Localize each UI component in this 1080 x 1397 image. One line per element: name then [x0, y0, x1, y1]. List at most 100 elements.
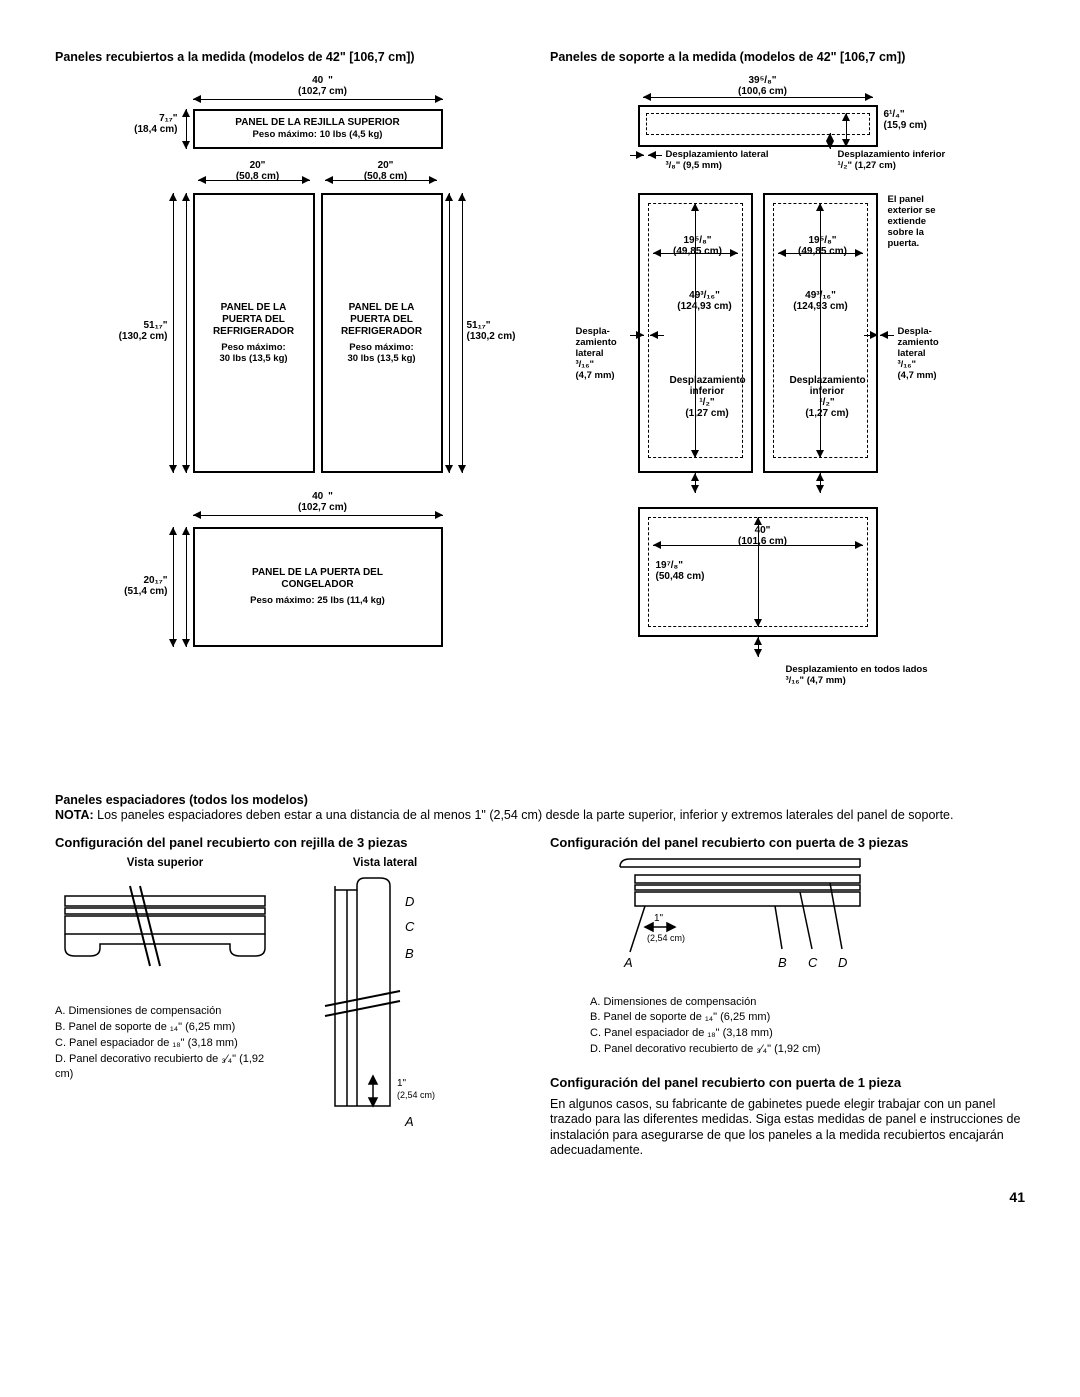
- dim-in: 51₁₇": [144, 320, 168, 331]
- door-height-arrow-right-inner: [449, 193, 450, 473]
- legend-c-txt: C. Panel espaciador de ₁₈" (3,18 mm): [55, 1037, 238, 1049]
- dim-cm: (100,6 cm): [738, 86, 787, 97]
- door-label-2: PUERTA DEL: [350, 314, 413, 326]
- top-height-arrow: [186, 109, 187, 149]
- rdoor1-ih-arrow: [695, 203, 696, 458]
- rtop-inferior-arrow: [830, 133, 831, 149]
- letter-a: A: [623, 955, 633, 970]
- rdoor2-iw-label: 19⁵/₈" (49,85 cm): [783, 235, 863, 257]
- dim-in: 20₁₇": [144, 575, 168, 586]
- rdoor2-ih-label: 49³/₁₆" (124,93 cm): [786, 290, 856, 312]
- nota-text: Los paneles espaciadores deben estar a u…: [97, 808, 953, 822]
- rtop-lateral-arrow-1: [630, 155, 644, 156]
- dim-cm: (102,7 cm): [298, 86, 347, 97]
- rlateral-r-a2: [880, 335, 894, 336]
- dim-in: 7₁₇": [159, 113, 177, 124]
- dim-in: 40 ": [312, 491, 333, 502]
- rdoor1-ih-label: 49³/₁₆" (124,93 cm): [670, 290, 740, 312]
- legend-d-txt: D. Panel decorativo recubierto de ₃⁄₄" (…: [55, 1053, 264, 1080]
- dim-cm: (51,4 cm): [124, 586, 167, 597]
- rdoor2-bottom-arrow: [820, 473, 821, 493]
- cm: (1,27 cm): [855, 160, 896, 171]
- dim-1in: 1": [397, 1078, 407, 1089]
- door1-width-label: 20" (50,8 cm): [218, 160, 298, 182]
- door-legend: A. Dimensiones de compensación B. Panel …: [590, 995, 1025, 1057]
- frac: ¹/₂": [838, 160, 853, 171]
- dim-cm: (102,7 cm): [298, 502, 347, 513]
- door-weight-value: 30 lbs (13,5 kg): [347, 353, 415, 364]
- dim-cm: (50,8 cm): [236, 171, 279, 182]
- dim-cm: (18,4 cm): [134, 124, 177, 135]
- dim-frac: 6¹/₄": [884, 109, 905, 120]
- lbl: Despla- zamiento lateral: [898, 326, 939, 359]
- frac: 49³/₁₆": [805, 290, 836, 301]
- letter-c: C: [405, 919, 415, 934]
- vista-lateral-svg: D C B A 1" (2,54 cm): [305, 876, 465, 1136]
- legend-b: B. Panel de soporte de ₁₄" (6,25 mm): [55, 1020, 275, 1035]
- frac: 19⁵/₈": [683, 235, 711, 246]
- vista-superior-label: Vista superior: [55, 857, 275, 871]
- freezer-width-label: 40 " (102,7 cm): [263, 491, 383, 513]
- left-diagram-title: Paneles recubiertos a la medida (modelos…: [55, 50, 530, 65]
- legend-b: B. Panel de soporte de ₁₄" (6,25 mm): [590, 1010, 1025, 1025]
- grille-legend: A. Dimensiones de compensación B. Panel …: [55, 1004, 275, 1081]
- left-diagram-column: Paneles recubiertos a la medida (modelos…: [55, 50, 530, 775]
- door-label-2: PUERTA DEL: [222, 314, 285, 326]
- cm: (9,5 mm): [683, 160, 722, 171]
- lbl: Desplazamiento inferior: [670, 375, 746, 397]
- refrigerator-door-panel-2: PANEL DE LA PUERTA DEL REFRIGERADOR Peso…: [321, 193, 443, 473]
- door-label-1: PANEL DE LA: [221, 302, 287, 314]
- door-height-label-left: 51₁₇" (130,2 cm): [113, 320, 168, 342]
- rdoor1-iw-label: 19⁵/₈" (49,85 cm): [658, 235, 738, 257]
- spacer-heading: Paneles espaciadores (todos los modelos): [55, 793, 1025, 808]
- despl-lateral-right: Despla- zamiento lateral ³/₁₆" (4,7 mm): [898, 327, 958, 382]
- right-diagram-title: Paneles de soporte a la medida (modelos …: [550, 50, 1025, 65]
- legend-d: D. Panel decorativo recubierto de ₃⁄₄" (…: [55, 1052, 275, 1082]
- dim-1in: 1": [654, 913, 664, 924]
- despl-inferior-top: Desplazamiento inferior ¹/₂" (1,27 cm): [838, 150, 946, 172]
- cm: (4,7 mm): [576, 370, 615, 381]
- dim-cm: (15,9 cm): [884, 120, 927, 131]
- freezer-label-1: PANEL DE LA PUERTA DEL: [252, 567, 383, 579]
- letter-d: D: [405, 894, 414, 909]
- rtop-lateral-arrow-2: [648, 155, 662, 156]
- letter-b: B: [405, 946, 414, 961]
- dim-1in-cm: (2,54 cm): [647, 933, 685, 943]
- rtop-width-arrow: [643, 97, 873, 98]
- rlateral-l-a2: [650, 335, 664, 336]
- rdoor2-ih-arrow: [820, 203, 821, 458]
- config-3-door-svg: A B C D 1" (2,54 cm): [550, 857, 910, 987]
- top-width-label: 40 " (102,7 cm): [263, 75, 383, 97]
- config-3-grille-col: Configuración del panel recubierto con r…: [55, 835, 530, 1159]
- lbl: Desplazamiento inferior: [790, 375, 866, 397]
- legend-a: A. Dimensiones de compensación: [590, 995, 1025, 1010]
- config-1-door-text: En algunos casos, su fabricante de gabin…: [550, 1097, 1025, 1160]
- cm: (49,85 cm): [673, 246, 722, 257]
- door-weight-label: Peso máximo:: [349, 342, 413, 353]
- door-height-arrow-right-outer: [462, 193, 463, 473]
- vista-superior-svg: [55, 876, 275, 996]
- rdoor1-bottom-arrow: [695, 473, 696, 493]
- rfreezer-inner-label: 19⁷/₈" (50,48 cm): [656, 560, 736, 582]
- door-weight-label: Peso máximo:: [221, 342, 285, 353]
- vista-lateral-label: Vista lateral: [305, 857, 465, 871]
- door-label-3: REFRIGERADOR: [341, 326, 422, 338]
- legend-b-txt: B. Panel de soporte de ₁₄" (6,25 mm): [55, 1021, 235, 1033]
- top-diagrams-row: Paneles recubiertos a la medida (modelos…: [55, 50, 1025, 775]
- dim-cm: (130,2 cm): [467, 331, 516, 342]
- lbl: Desplazamiento lateral: [666, 149, 769, 160]
- dim-cm: (50,8 cm): [364, 171, 407, 182]
- lbl: Despla- zamiento lateral: [576, 326, 617, 359]
- letter-d: D: [838, 955, 847, 970]
- despl-all-sides: Desplazamiento en todos lados ³/₁₆" (4,7…: [786, 665, 936, 687]
- right-diagram-column: Paneles de soporte a la medida (modelos …: [550, 50, 1025, 775]
- legend-a: A. Dimensiones de compensación: [55, 1004, 275, 1019]
- door-height-label-right: 51₁₇" (130,2 cm): [467, 320, 522, 342]
- frac: 19⁵/₈": [808, 235, 836, 246]
- frac: ¹/₂": [699, 397, 714, 408]
- right-diagram: 39⁵/₈" (100,6 cm) 6¹/₄" (15,9 cm) Despla…: [558, 75, 1018, 775]
- letter-a: A: [404, 1114, 414, 1129]
- spacer-nota: NOTA: Los paneles espaciadores deben est…: [55, 808, 1025, 823]
- views-row: Vista superior A. Dimensiones de compens…: [55, 857, 530, 1137]
- frac: 19⁷/₈": [656, 560, 683, 571]
